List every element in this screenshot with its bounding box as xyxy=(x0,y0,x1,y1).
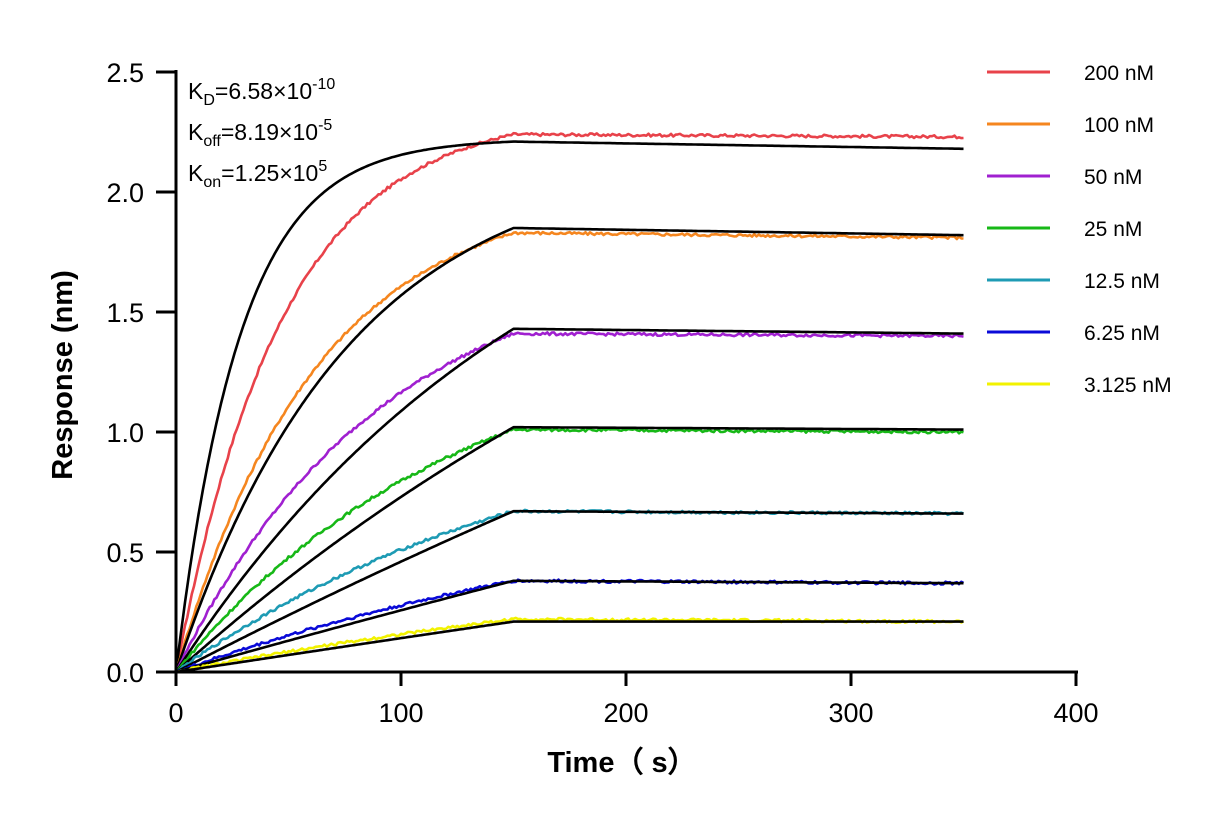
legend: 200 nM 100 nM 50 nM 25 nM 12.5 nM 6.25 nM 3.12… xyxy=(987,62,1172,397)
y-tick-label: 2.0 xyxy=(106,178,144,208)
fit-line xyxy=(175,509,964,674)
x-tick-label: 400 xyxy=(1053,698,1098,728)
legend-label: 6.25 nM xyxy=(1084,322,1160,345)
legend-label: 50 nM xyxy=(1084,166,1142,189)
y-tick-label: 1.5 xyxy=(106,298,144,328)
y-axis-title: Response (nm) xyxy=(47,270,79,479)
x-tick-label: 300 xyxy=(828,698,873,728)
series-line xyxy=(174,131,964,673)
fit-line xyxy=(174,226,964,673)
series-line xyxy=(174,331,964,673)
plot-curves xyxy=(174,131,965,674)
fit-line xyxy=(175,620,964,674)
y-axis-ticks: 0.0 0.5 1.0 1.5 2.0 2.5 xyxy=(106,58,176,688)
legend-label: 25 nM xyxy=(1084,218,1142,241)
series-line xyxy=(175,508,965,674)
fit-line xyxy=(174,327,964,673)
y-tick-label: 2.5 xyxy=(106,58,144,88)
x-axis-title: Time（ s） xyxy=(547,746,696,779)
koff-annotation: Koff=8.19×10-5 xyxy=(188,117,332,150)
series-line xyxy=(175,616,965,674)
series-line xyxy=(174,427,964,673)
y-tick-label: 0.0 xyxy=(106,658,144,688)
legend-label: 200 nM xyxy=(1084,62,1154,85)
y-tick-label: 1.0 xyxy=(106,418,144,448)
kd-annotation: KD=6.58×10-10 xyxy=(188,76,335,109)
x-tick-label: 100 xyxy=(378,698,423,728)
series-line xyxy=(174,230,964,673)
x-tick-label: 200 xyxy=(603,698,648,728)
x-axis-ticks: 0 100 200 300 400 xyxy=(168,672,1099,728)
x-tick-label: 0 xyxy=(168,698,183,728)
legend-label: 100 nM xyxy=(1084,114,1154,137)
series-line xyxy=(175,578,965,674)
legend-label: 12.5 nM xyxy=(1084,270,1160,293)
fit-line xyxy=(175,579,964,674)
fit-line xyxy=(175,425,964,673)
kinetic-constants: KD=6.58×10-10 Koff=8.19×10-5 Kon=1.25×10… xyxy=(188,76,335,191)
kon-annotation: Kon=1.25×105 xyxy=(188,158,327,191)
fit-line xyxy=(174,140,964,673)
legend-label: 3.125 nM xyxy=(1084,374,1172,397)
y-tick-label: 0.5 xyxy=(106,538,144,568)
